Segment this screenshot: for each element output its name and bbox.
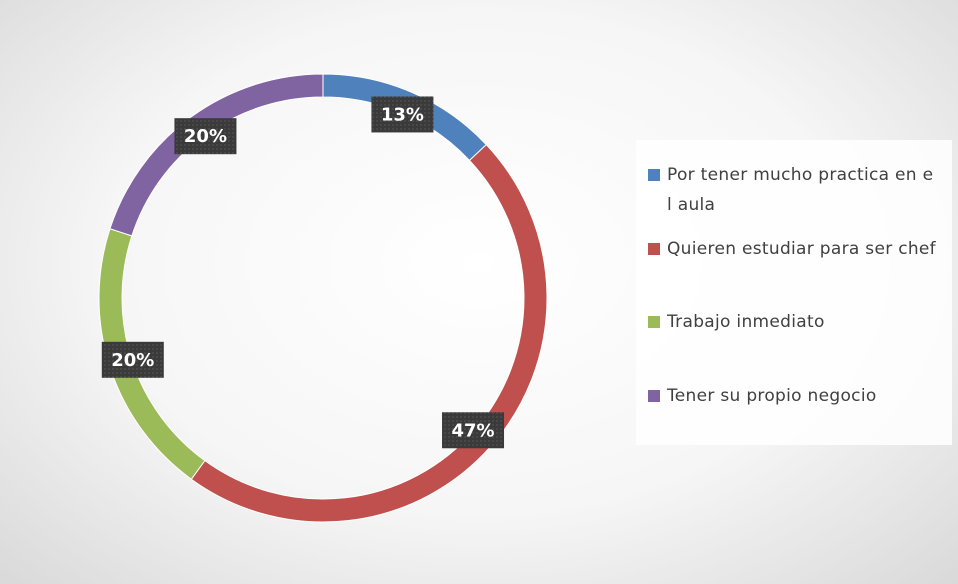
data-label: 47% (451, 420, 494, 441)
legend-label: Tener su propio negocio (667, 385, 877, 406)
legend-entry: Quieren estudiar para ser chef (648, 234, 948, 264)
legend-swatch (648, 169, 660, 181)
donut-segment (190, 143, 548, 523)
legend-entry: Tener su propio negocio (648, 381, 948, 411)
legend-swatch (648, 242, 660, 255)
data-label: 13% (381, 104, 424, 125)
data-label: 20% (184, 126, 227, 147)
legend-label: Trabajo inmediato (667, 312, 825, 332)
legend-entry: Trabajo inmediato (648, 307, 948, 337)
legend-entry: Por tener mucho practica en e l aula (648, 160, 948, 220)
legend-swatch (648, 316, 660, 328)
data-label-box (101, 341, 164, 378)
data-label: 20% (111, 350, 154, 371)
donut-segment (109, 73, 324, 237)
legend-label: Por tener mucho practica en e l aula (667, 165, 934, 215)
legend-label: Quieren estudiar para ser chef (667, 238, 936, 259)
data-label-box (442, 412, 505, 449)
data-label-box (371, 96, 434, 133)
data-label-box (174, 118, 237, 155)
legend: Por tener mucho practica en e l aula Quie… (636, 140, 952, 445)
legend-swatch (648, 389, 660, 402)
